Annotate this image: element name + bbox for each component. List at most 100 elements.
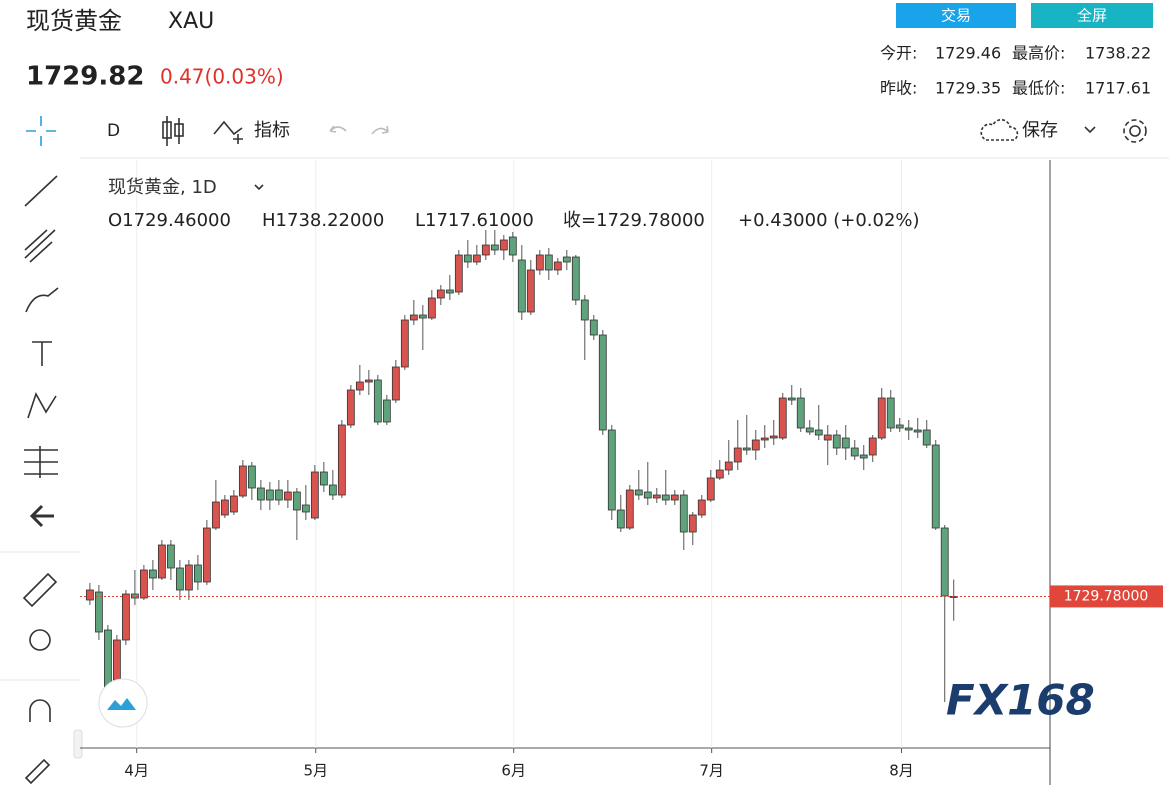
candle-body [346,389,355,426]
candle-body [427,297,436,319]
candle-body [481,244,490,256]
indicators[interactable]: 指标 [254,120,290,141]
scroll-handle[interactable] [73,729,83,759]
candle-body [661,494,670,501]
ohlc-legend: H1738.22000 [262,210,384,231]
stat-value: 1717.61 [1085,79,1151,98]
candle-body [508,236,517,256]
trade-button[interactable] [896,3,1016,28]
legend-menu[interactable] [254,184,264,191]
candle-body [436,289,445,299]
candle-body [157,544,166,579]
candle-icon[interactable] [162,116,184,146]
settings-icon[interactable] [1123,119,1147,143]
candle-body [778,397,787,439]
candle-body [571,256,580,301]
candle-body [544,254,553,271]
candle-body [103,629,112,691]
magnet-tool[interactable] [29,699,51,722]
candle-body [175,567,184,591]
candle-body [553,261,562,271]
candle-body [274,489,283,501]
fullscreen-label[interactable]: 全屏 [1077,7,1107,25]
measure-tool[interactable] [24,446,58,478]
candle-body [292,491,301,511]
fib-tool[interactable] [24,229,56,263]
candle-body [328,484,337,496]
candle-body [742,447,751,451]
candle-body [859,454,868,459]
cloud-button-icon[interactable] [107,698,136,710]
stat-value: 1729.35 [935,79,1001,98]
interval[interactable]: D [107,121,120,141]
save-menu[interactable] [1084,126,1096,134]
legend-title: 现货黄金, 1D [108,177,217,198]
candle-body [499,239,508,251]
ohlc-legend: L1717.61000 [415,210,534,231]
candle-body [904,427,913,431]
watermark: FX168 [946,676,1095,725]
brush-tool[interactable] [25,287,59,313]
lock-tool[interactable] [24,758,51,785]
candle-body [319,471,328,486]
candle-body [733,447,742,463]
candle-body [643,491,652,499]
candle-body [769,435,778,439]
trade-label[interactable]: 交易 [941,7,971,25]
candle-body [697,499,706,516]
zoom-tool[interactable] [29,629,51,651]
left-toolbar [22,175,59,785]
candle-body [589,319,598,336]
candle-body [202,527,211,583]
candle-body [670,494,679,501]
crosshair-icon[interactable] [26,116,56,146]
candle-body [382,399,391,423]
candle-body [886,397,895,429]
stat-value: 1738.22 [1085,44,1151,63]
candle-body [724,461,733,471]
candle-body [877,397,886,439]
stat-value: 1729.46 [935,44,1001,63]
candle-body [373,379,382,423]
text-tool[interactable] [32,341,52,366]
change: 0.47(0.03%) [160,65,284,89]
candle-body [220,499,229,516]
candle-body [931,444,940,529]
back-tool[interactable] [29,504,54,528]
undo-redo[interactable] [329,125,389,135]
cloud-button[interactable] [98,678,148,728]
line-tool[interactable] [24,175,58,207]
candle-body [337,424,346,496]
candle-body [598,334,607,431]
candle-body [823,434,832,441]
candle-body [139,569,148,599]
candle-body [112,639,121,681]
indicator-icon[interactable] [213,120,243,144]
candle-body [634,489,643,496]
candle-body [607,429,616,511]
candle-body [535,254,544,271]
candle-body [85,589,94,601]
candle-body [706,477,715,501]
stat-label: 今开: [880,44,917,63]
ruler-tool[interactable] [22,572,58,608]
candle-body [850,447,859,457]
candle-body [184,564,193,591]
candle-body [625,489,634,529]
candle-body [562,256,571,263]
fullscreen-button[interactable] [1031,3,1153,28]
candle-body [580,299,589,321]
candle-body [364,379,373,383]
candle-body [166,544,175,569]
pattern-tool[interactable] [27,392,57,419]
candle-body [472,254,481,263]
candle-body [247,465,256,489]
ohlc-legend: O1729.46000 [108,210,231,231]
ohlc-legend: 收=1729.78000 [563,210,705,231]
save[interactable]: 保存 [1022,120,1058,141]
candle-body [868,437,877,456]
symbol: XAU [168,9,214,34]
price-label-box [1050,585,1163,608]
x-tick-label: 7月 [699,762,724,780]
cloud-icon[interactable] [980,119,1019,141]
